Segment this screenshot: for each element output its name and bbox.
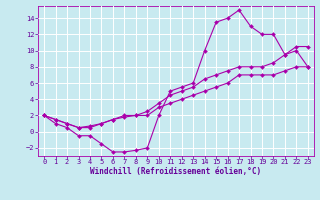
X-axis label: Windchill (Refroidissement éolien,°C): Windchill (Refroidissement éolien,°C) — [91, 167, 261, 176]
